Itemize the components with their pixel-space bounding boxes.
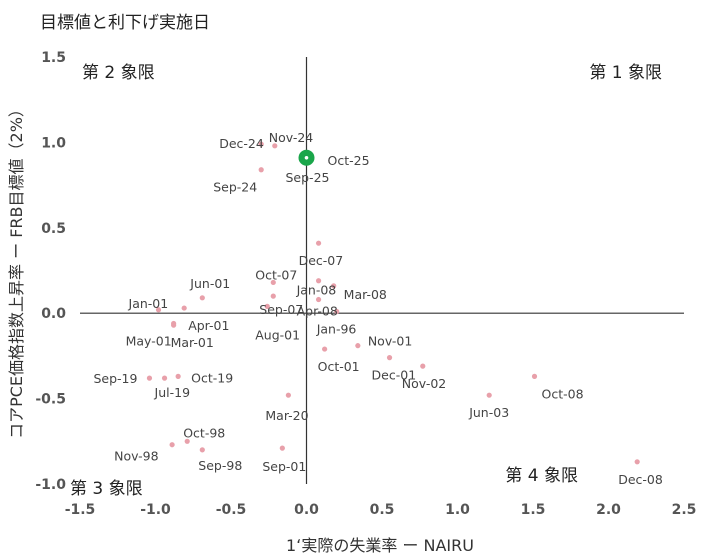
x-tick-label: -1.0 <box>140 502 171 518</box>
x-tick-label: -1.5 <box>65 502 96 518</box>
quadrant-label: 第 3 象限 <box>70 479 143 499</box>
point-label: Mar-01 <box>171 335 214 350</box>
quadrant-labels: 第 2 象限 第 1 象限第 3 象限 第 4 象限 <box>70 63 662 499</box>
point-label: Oct-01 <box>318 359 360 374</box>
point-label: Dec-24 <box>219 136 264 151</box>
data-point <box>175 373 181 379</box>
quadrant-label: 第 4 象限 <box>505 466 578 486</box>
data-point <box>199 295 205 301</box>
point-label: Dec-01 <box>372 368 417 383</box>
target-label-secondary: Sep-25 <box>286 170 330 185</box>
data-point <box>531 373 538 379</box>
point-label: Aug-01 <box>255 327 300 342</box>
x-tick-label: 2.5 <box>672 502 697 518</box>
point-label: Apr-08 <box>297 304 338 319</box>
data-point <box>270 293 276 299</box>
data-point <box>258 141 264 147</box>
point-label: Nov-24 <box>269 130 314 145</box>
point-label: Jan-96 <box>316 321 357 336</box>
point-label: Mar-20 <box>265 408 308 423</box>
point-label: Nov-02 <box>402 376 446 391</box>
data-point <box>315 278 322 284</box>
data-point <box>272 143 278 149</box>
point-label: Oct-08 <box>542 386 584 401</box>
y-tick-label: 1.0 <box>41 135 66 151</box>
point-label: Dec-07 <box>299 253 344 268</box>
x-tick-label: 1.0 <box>445 502 470 518</box>
data-point <box>315 296 322 303</box>
data-point <box>146 375 153 381</box>
point-label: Oct-98 <box>183 425 225 440</box>
point-label: Jun-01 <box>189 276 230 291</box>
data-point <box>486 392 492 398</box>
data-point <box>169 442 175 448</box>
point-label: Jul-19 <box>154 385 191 400</box>
y-tick-label: 0.0 <box>41 306 66 322</box>
x-tick-label: -0.5 <box>216 502 247 518</box>
data-point <box>258 167 264 173</box>
x-tick-label: 0.0 <box>294 502 319 518</box>
point-label: Jan-08 <box>296 283 337 298</box>
data-point <box>264 303 270 309</box>
y-tick-label: 1.5 <box>41 50 66 66</box>
data-point <box>155 307 162 313</box>
data-point <box>355 343 361 349</box>
x-tick-label: 1.5 <box>521 502 546 518</box>
point-label: Sep-24 <box>213 180 257 195</box>
data-point <box>322 346 328 352</box>
x-axis-label: 1ʻ実際の失業率 ー NAIRU <box>286 536 474 555</box>
x-tick-label: 0.5 <box>370 502 395 518</box>
y-tick-label: -0.5 <box>35 392 66 408</box>
data-point <box>420 363 426 369</box>
page-title: 目標値と利下げ実施日 <box>40 13 210 33</box>
point-label: Nov-98 <box>114 449 159 464</box>
point-label: Sep-01 <box>262 459 306 474</box>
quadrant-label: 第 2 象限 <box>82 63 155 83</box>
points-group <box>146 141 640 465</box>
data-point <box>386 355 393 361</box>
data-point <box>270 279 276 286</box>
data-point <box>199 447 205 453</box>
point-label: Mar-08 <box>344 287 387 302</box>
data-point <box>181 305 187 311</box>
data-point <box>161 375 168 381</box>
point-label: Dec-08 <box>618 472 663 487</box>
data-point <box>279 445 285 451</box>
point-label: Jan-01 <box>128 296 169 311</box>
y-axis-label: コアPCE価格指数上昇率 ー FRB目標値（2%） <box>7 101 26 439</box>
target-label: Oct-25 <box>328 153 370 168</box>
tick-labels: -1.5 -1.0 -0.5 0.0 0.5 1.0 1.5 2.0 2.5 1.5 1.0 0.5 0… <box>35 50 696 518</box>
point-label: Oct-19 <box>191 370 233 385</box>
x-tick-label: 2.0 <box>596 502 621 518</box>
data-point <box>334 308 340 315</box>
target-point-center <box>304 155 309 160</box>
point-label: Oct-07 <box>255 267 297 282</box>
quadrant-label: 第 1 象限 <box>589 63 662 83</box>
point-label: Jun-03 <box>468 405 509 420</box>
point-label: Nov-01 <box>368 334 412 349</box>
point-label: Sep-07 <box>259 302 303 317</box>
point-label: Sep-98 <box>198 458 242 473</box>
y-tick-label: 0.5 <box>41 221 66 237</box>
point-label: May-01 <box>126 333 172 348</box>
data-point <box>285 392 291 398</box>
y-tick-label: -1.0 <box>35 477 66 493</box>
data-point <box>171 322 177 328</box>
data-point <box>315 240 322 246</box>
data-point <box>184 438 190 444</box>
data-point <box>331 283 337 289</box>
point-label: Apr-01 <box>188 318 229 333</box>
axes-group <box>80 57 684 484</box>
data-point <box>634 459 640 465</box>
point-label: Sep-19 <box>93 371 137 386</box>
